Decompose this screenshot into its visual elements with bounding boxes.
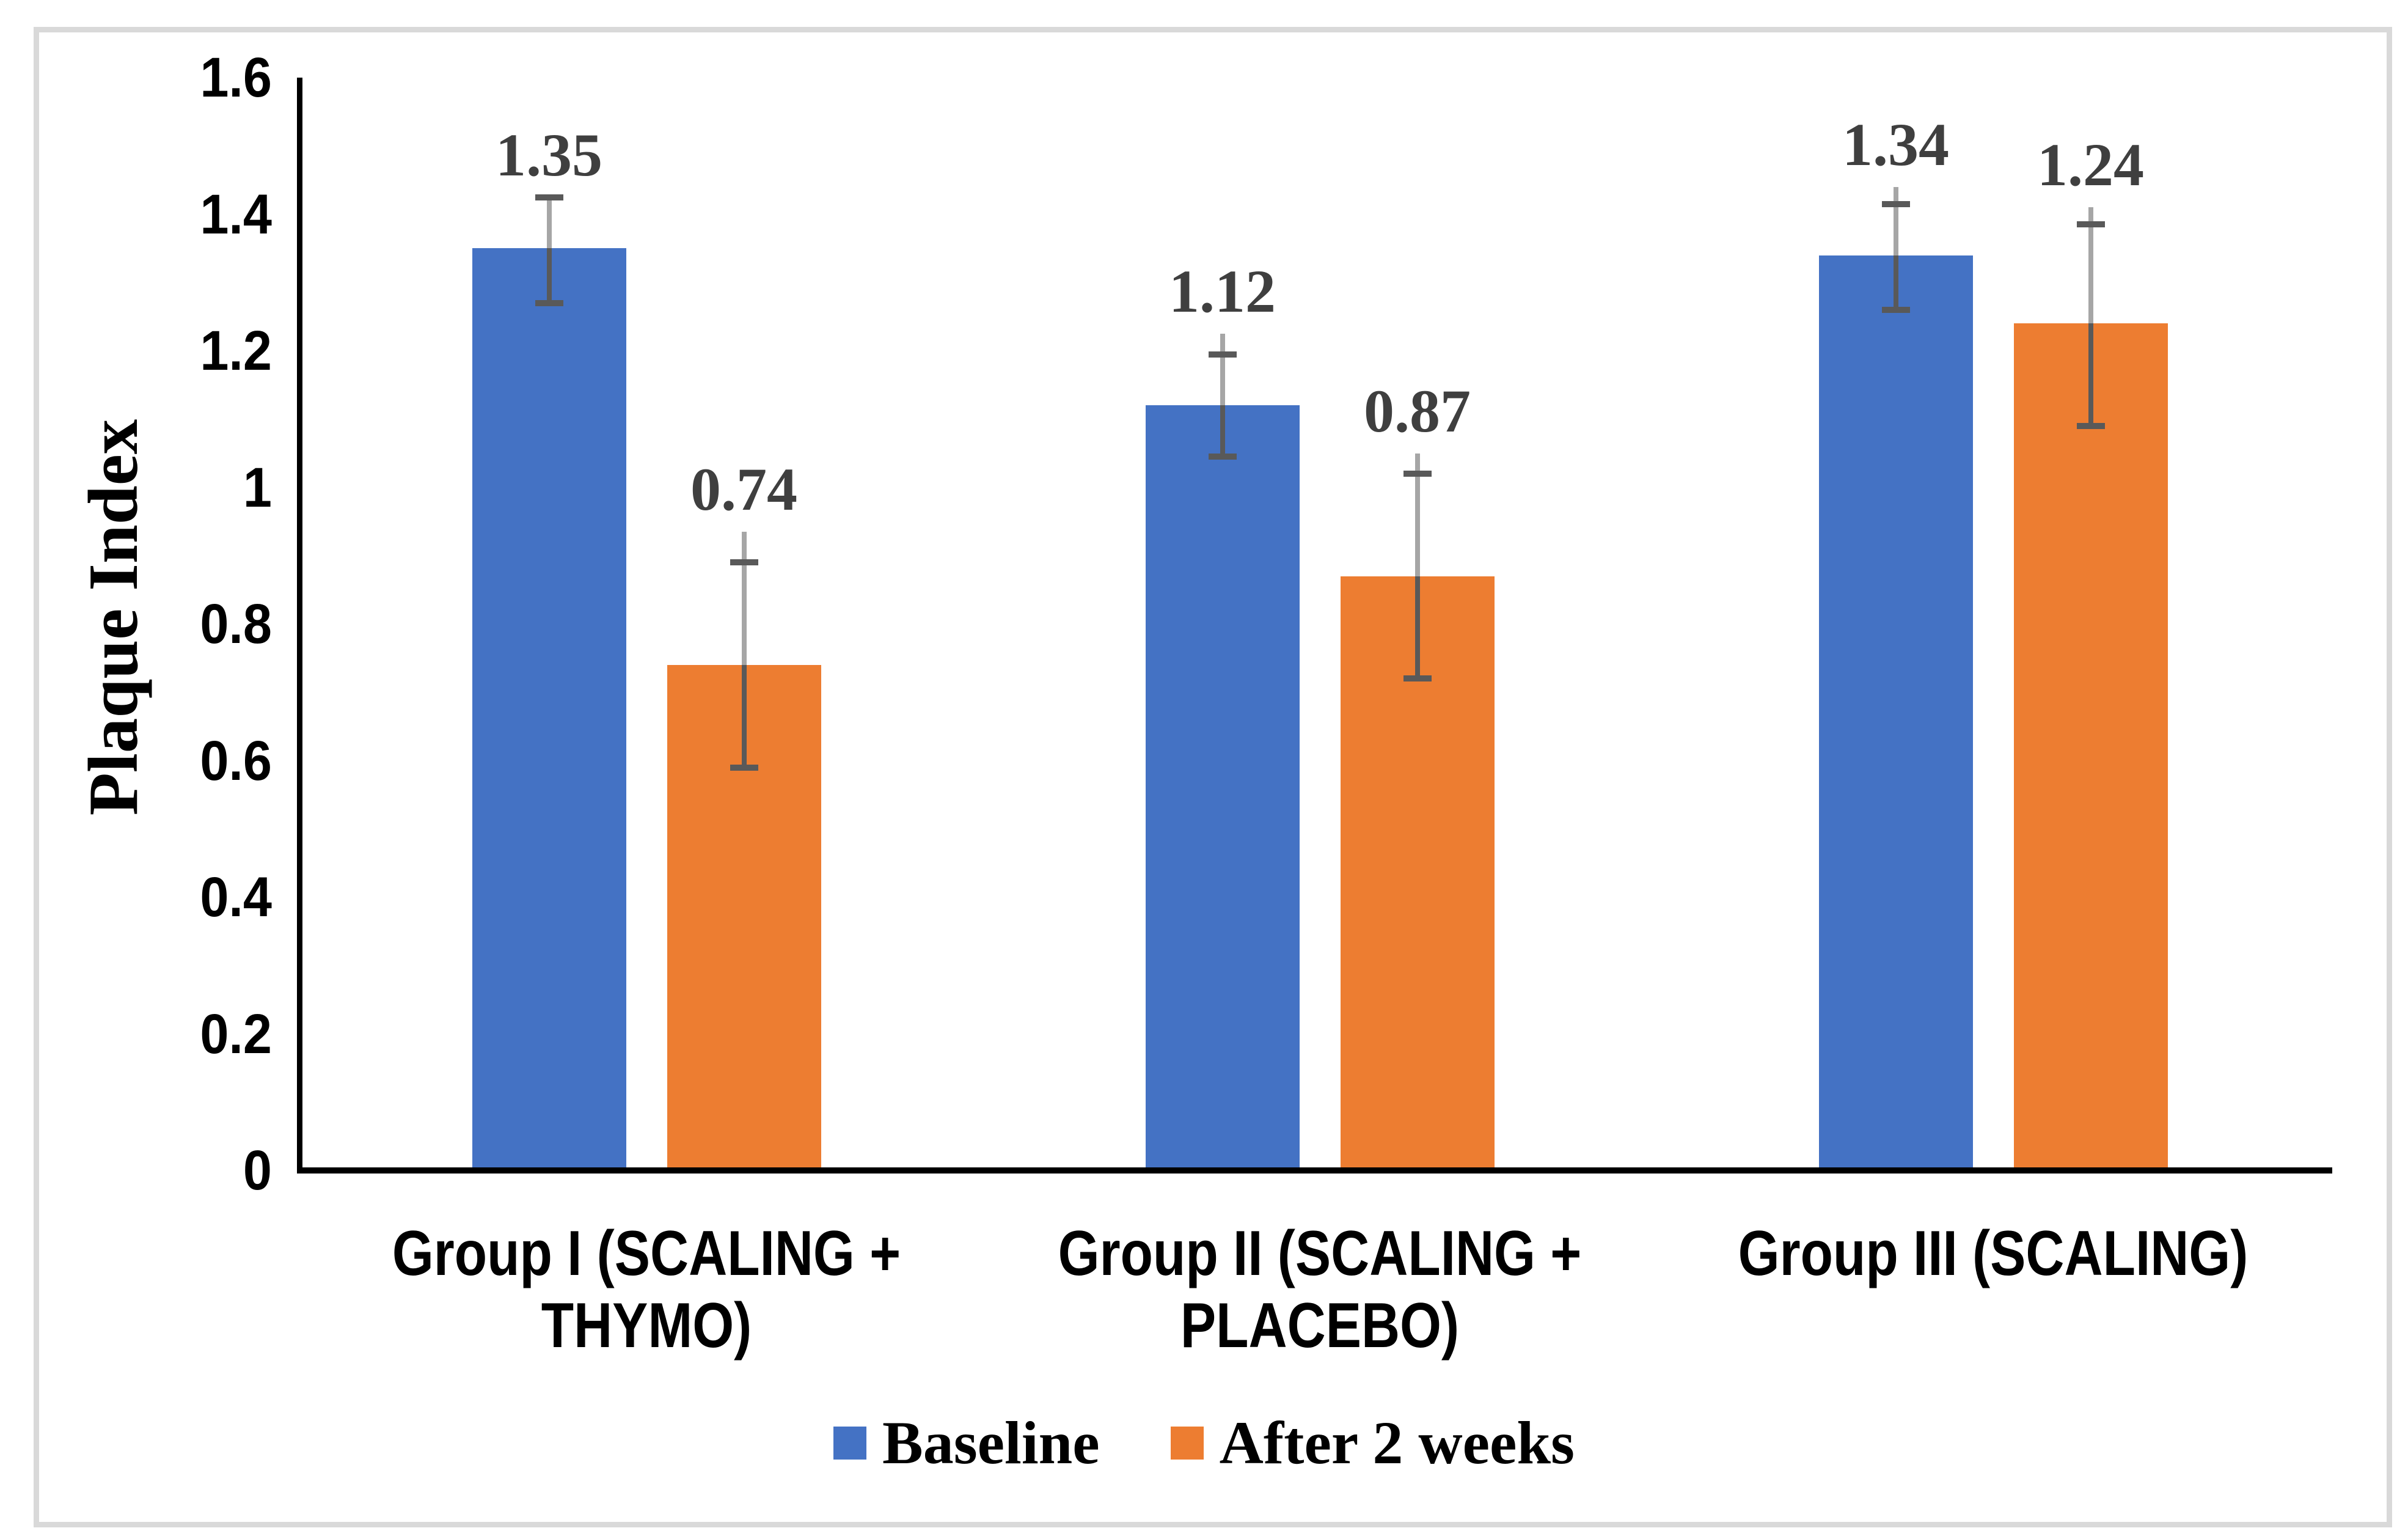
y-tick-label-0.4: 0.4 bbox=[200, 866, 272, 928]
error-bar-lower-line-after-2-weeks-group-i bbox=[741, 665, 747, 768]
data-label-after-2-weeks-group-ii: 0.87 bbox=[1364, 376, 1471, 445]
error-bar-upper-line-baseline-group-iii bbox=[1893, 186, 1898, 255]
bar-baseline-group-i bbox=[472, 248, 626, 1174]
legend-entry-after-2-weeks: After 2 weeks bbox=[1170, 1409, 1575, 1477]
category-label-line: Group II (SCALING + bbox=[1058, 1218, 1582, 1289]
y-tick-label-0.6: 0.6 bbox=[200, 729, 272, 792]
error-bar-lower-cap-after-2-weeks-group-i bbox=[730, 764, 758, 771]
y-tick-label-0: 0 bbox=[243, 1139, 272, 1202]
y-tick-label-0.2: 0.2 bbox=[200, 1002, 272, 1065]
data-label-baseline-group-iii: 1.34 bbox=[1842, 110, 1949, 178]
chart-border-frame bbox=[34, 27, 2392, 1527]
error-bar-upper-cap-after-2-weeks-group-i bbox=[730, 559, 758, 566]
y-tick-label-1: 1 bbox=[243, 456, 272, 519]
error-bar-upper-cap-baseline-group-ii bbox=[1208, 351, 1237, 358]
error-bar-upper-cap-after-2-weeks-group-iii bbox=[2076, 221, 2105, 228]
y-tick-label-1.6: 1.6 bbox=[200, 46, 272, 109]
error-bar-lower-cap-baseline-group-ii bbox=[1208, 454, 1237, 460]
data-label-baseline-group-ii: 1.12 bbox=[1169, 257, 1276, 326]
legend-entry-baseline: Baseline bbox=[833, 1412, 1100, 1474]
error-bar-lower-cap-after-2-weeks-group-ii bbox=[1403, 675, 1432, 682]
y-axis-line bbox=[297, 78, 302, 1174]
error-bar-lower-line-baseline-group-ii bbox=[1220, 405, 1225, 457]
legend-swatch-baseline bbox=[833, 1427, 867, 1460]
category-label-line: Group I (SCALING + bbox=[392, 1218, 901, 1289]
error-bar-lower-line-after-2-weeks-group-ii bbox=[1414, 576, 1420, 679]
bar-after-2-weeks-group-iii bbox=[2013, 323, 2168, 1174]
bar-baseline-group-iii bbox=[1818, 255, 1973, 1174]
error-bar-upper-line-baseline-group-i bbox=[546, 197, 552, 249]
category-label-line: THYMO) bbox=[541, 1290, 752, 1361]
category-label-line: Group III (SCALING) bbox=[1738, 1218, 2249, 1289]
legend-label-after-2-weeks: After 2 weeks bbox=[1219, 1409, 1575, 1477]
error-bar-upper-line-after-2-weeks-group-iii bbox=[2088, 207, 2093, 324]
legend-swatch-after-2-weeks bbox=[1170, 1427, 1204, 1460]
y-tick-label-1.2: 1.2 bbox=[200, 320, 272, 382]
error-bar-upper-line-after-2-weeks-group-ii bbox=[1414, 453, 1420, 576]
data-label-after-2-weeks-group-i: 0.74 bbox=[690, 455, 797, 524]
data-label-after-2-weeks-group-iii: 1.24 bbox=[2037, 131, 2144, 199]
error-bar-lower-cap-baseline-group-i bbox=[535, 299, 563, 306]
category-label-group-iii: Group III (SCALING) bbox=[1557, 1218, 2408, 1290]
error-bar-upper-cap-after-2-weeks-group-ii bbox=[1403, 471, 1432, 477]
y-tick-label-0.8: 0.8 bbox=[200, 593, 272, 655]
y-tick-label-1.4: 1.4 bbox=[200, 183, 272, 246]
error-bar-upper-cap-baseline-group-i bbox=[535, 194, 563, 200]
error-bar-lower-line-baseline-group-iii bbox=[1893, 255, 1898, 310]
error-bar-lower-line-baseline-group-i bbox=[546, 248, 552, 303]
bar-baseline-group-ii bbox=[1145, 405, 1300, 1174]
x-axis-line bbox=[297, 1167, 2332, 1174]
legend: Baseline After 2 weeks bbox=[0, 1406, 2408, 1480]
error-bar-upper-cap-baseline-group-iii bbox=[1881, 200, 1910, 207]
error-bar-lower-cap-baseline-group-iii bbox=[1881, 306, 1910, 313]
legend-label-baseline: Baseline bbox=[882, 1409, 1100, 1477]
category-label-group-i: Group I (SCALING + THYMO) bbox=[210, 1218, 1083, 1362]
error-bar-upper-line-after-2-weeks-group-i bbox=[741, 532, 747, 666]
data-label-baseline-group-i: 1.35 bbox=[496, 120, 602, 189]
category-label-line: PLACEBO) bbox=[1180, 1290, 1460, 1361]
error-bar-lower-cap-after-2-weeks-group-iii bbox=[2076, 422, 2105, 429]
error-bar-lower-line-after-2-weeks-group-iii bbox=[2088, 323, 2093, 426]
error-bar-upper-line-baseline-group-ii bbox=[1220, 334, 1225, 406]
category-label-group-ii: Group II (SCALING + PLACEBO) bbox=[884, 1218, 1756, 1362]
